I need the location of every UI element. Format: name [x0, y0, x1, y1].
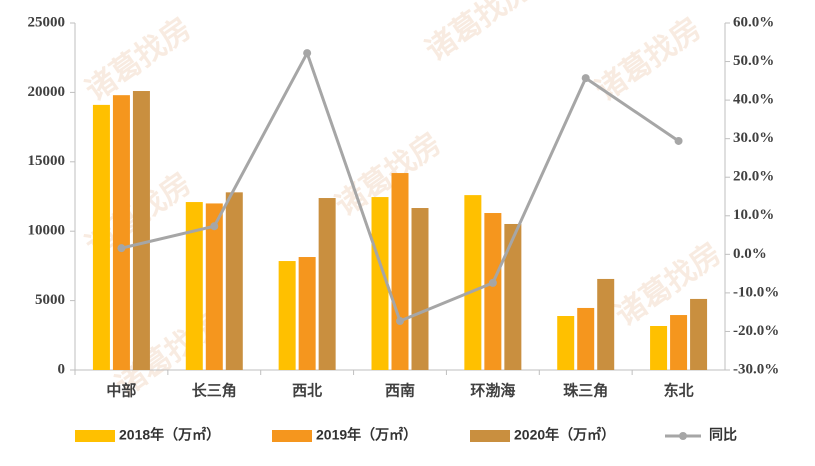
bar: [690, 298, 708, 370]
bar: [132, 91, 150, 371]
watermark: 诸葛找房: [609, 236, 727, 333]
legend-swatch: [470, 430, 510, 442]
x-tick-label: 西南: [385, 381, 415, 399]
line-point: [581, 74, 590, 83]
y2-tick-label: 0.0%: [733, 246, 767, 262]
y-tick-label: 25000: [28, 14, 66, 30]
bar: [318, 198, 336, 370]
bar: [504, 223, 522, 370]
bar: [92, 104, 110, 370]
x-tick-label: 西北: [292, 382, 322, 399]
bar: [298, 257, 316, 370]
x-tick-label: 中部: [106, 381, 136, 399]
x-tick-label: 珠三角: [563, 381, 608, 399]
bar: [205, 203, 223, 370]
y-tick-label: 5000: [35, 292, 65, 308]
bar: [597, 278, 615, 370]
legend-label: 同比: [709, 427, 737, 443]
legend-swatch: [679, 432, 687, 440]
y2-tick-label: -20.0%: [733, 323, 779, 339]
x-tick-label: 长三角: [192, 381, 237, 399]
bar: [112, 95, 130, 371]
y2-tick-label: -10.0%: [733, 284, 779, 300]
bar: [650, 326, 668, 370]
bar: [391, 173, 409, 370]
bar: [411, 208, 429, 370]
x-tick-label: 环渤海: [470, 381, 515, 399]
bar: [185, 202, 203, 370]
y2-tick-label: -30.0%: [733, 361, 779, 377]
legend-swatch: [75, 430, 115, 442]
legend-label: 2020年（万㎡）: [514, 427, 615, 443]
bar: [278, 261, 296, 370]
legend-label: 2018年（万㎡）: [119, 427, 220, 443]
bar: [371, 197, 389, 370]
line-point: [396, 317, 404, 326]
bar: [577, 307, 595, 370]
y2-tick-label: 40.0%: [733, 92, 774, 108]
bar: [225, 192, 243, 370]
line-point: [117, 244, 126, 253]
y-tick-label: 10000: [28, 223, 66, 239]
legend-label: 2019年（万㎡）: [316, 427, 417, 443]
legend-swatch: [272, 430, 312, 442]
y2-tick-label: 20.0%: [733, 169, 774, 185]
line-point: [488, 278, 497, 287]
y2-tick-label: 60.0%: [733, 14, 774, 30]
y-tick-label: 15000: [28, 153, 66, 169]
watermark: 诸葛找房: [329, 126, 447, 223]
line-point: [674, 136, 683, 145]
y2-tick-label: 10.0%: [733, 207, 774, 223]
y-tick-label: 0: [58, 361, 66, 377]
bar: [464, 195, 482, 370]
y2-tick-label: 30.0%: [733, 130, 774, 146]
bar: [557, 316, 575, 370]
bar: [484, 213, 502, 370]
line-point: [303, 49, 312, 58]
watermark: 诸葛找房: [419, 0, 537, 69]
line-point: [210, 222, 219, 231]
y-tick-label: 20000: [28, 84, 66, 100]
y2-tick-label: 50.0%: [733, 53, 774, 69]
bar: [670, 315, 688, 370]
x-tick-label: 东北: [664, 381, 694, 399]
